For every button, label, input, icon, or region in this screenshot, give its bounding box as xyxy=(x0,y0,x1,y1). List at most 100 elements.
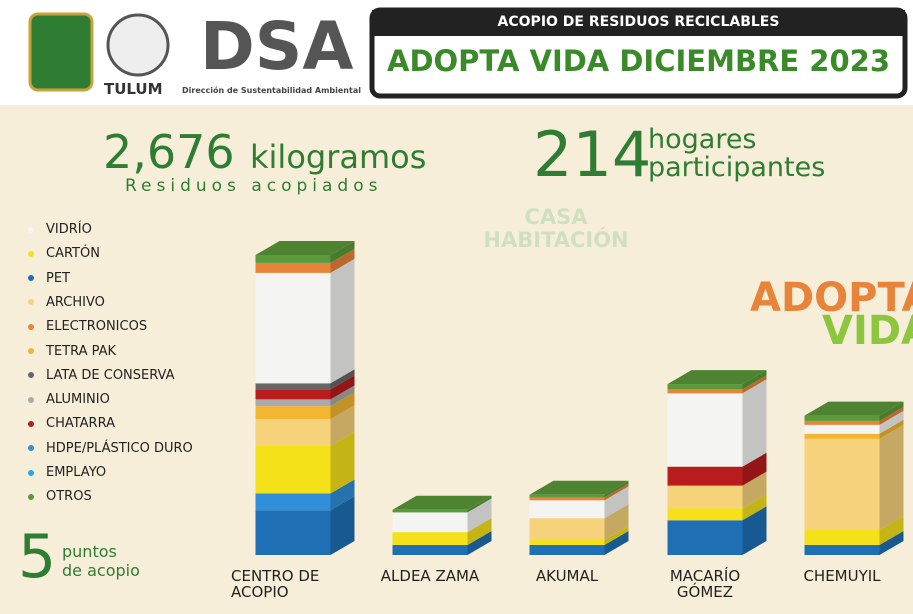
homes-line1: hogares xyxy=(648,124,757,155)
bar-segment xyxy=(529,486,629,519)
segment-front xyxy=(255,445,331,494)
legend-dot xyxy=(28,420,34,427)
segment-side xyxy=(604,480,629,498)
bar-segment xyxy=(667,370,767,390)
legend-item: CARTÓN xyxy=(28,246,100,261)
segment-side xyxy=(604,504,629,541)
segment-side xyxy=(742,471,767,509)
segment-side xyxy=(467,518,492,546)
bar-segment xyxy=(392,495,492,513)
segment-side xyxy=(467,498,492,533)
legend-item: PET xyxy=(28,271,70,286)
segment-side xyxy=(330,241,355,263)
bar-top xyxy=(529,480,629,495)
bar-top xyxy=(392,495,492,510)
legend-label: VIDRÍO xyxy=(46,222,92,237)
segment-side xyxy=(742,370,767,390)
segment-side xyxy=(330,479,355,511)
bar-segment xyxy=(804,424,904,531)
homes-value: 214 xyxy=(533,118,652,191)
category-label: CENTRO DE ACOPIO xyxy=(231,567,320,601)
tulum: TULUM xyxy=(104,80,163,98)
segment-front xyxy=(255,272,331,384)
bar-segment xyxy=(255,405,355,446)
bar-top xyxy=(255,241,355,255)
legend-item: CHATARRA xyxy=(28,416,115,431)
category-label: ALDEA ZAMA xyxy=(380,567,480,585)
bar-segment xyxy=(667,375,767,394)
segment-front xyxy=(804,545,880,555)
segment-front xyxy=(667,384,743,390)
bar-segment xyxy=(392,531,492,555)
bar-segment xyxy=(804,516,904,546)
segment-side xyxy=(330,496,355,555)
legend-item: ELECTRONICOS xyxy=(28,319,147,334)
legend-label: LATA DE CONSERVA xyxy=(46,367,175,383)
segment-side xyxy=(330,431,355,494)
bar-segment xyxy=(667,506,767,555)
bar-top xyxy=(804,401,904,416)
legend-label: ARCHIVO xyxy=(46,294,105,310)
segment-side xyxy=(879,516,904,546)
legend-dot xyxy=(28,396,34,403)
legend-label: OTROS xyxy=(46,489,92,505)
kg-unit: kilogramos xyxy=(250,138,427,176)
title: ADOPTA VIDA DICIEMBRE 2023 xyxy=(387,44,890,78)
bar-segment xyxy=(255,431,355,494)
kg-value: 2,676 xyxy=(103,125,235,179)
segment-front xyxy=(255,493,331,511)
segment-front xyxy=(255,262,331,273)
segment-front xyxy=(255,389,331,400)
title-band xyxy=(372,10,905,36)
bar-segment xyxy=(667,379,767,467)
kicker: ACOPIO DE RESIDUOS RECICLABLES xyxy=(497,14,780,30)
bar-top xyxy=(667,370,767,385)
segment-front xyxy=(529,497,605,501)
legend-label: ALUMINIO xyxy=(46,392,110,408)
points-value: 5 xyxy=(18,522,57,592)
segment-front xyxy=(255,419,331,446)
bar-segment xyxy=(255,248,355,273)
category-label: CHEMUYIL xyxy=(803,567,881,585)
segment-front xyxy=(255,406,331,420)
segment-front xyxy=(255,399,331,407)
legend-dot xyxy=(28,250,34,257)
legend-label: ELECTRONICOS xyxy=(46,319,148,335)
segment-front xyxy=(392,545,468,555)
bar-segment xyxy=(255,392,355,420)
segment-front xyxy=(392,512,468,533)
bar-segment xyxy=(255,479,355,511)
segment-front xyxy=(529,518,605,541)
brand-2: VIDA xyxy=(822,308,913,354)
header-shapes xyxy=(28,7,908,99)
legend-item: LATA DE CONSERVA xyxy=(28,368,175,383)
segment-side xyxy=(330,258,355,384)
bar-segment xyxy=(255,496,355,555)
segment-front xyxy=(804,530,880,546)
bar-segment xyxy=(392,518,492,546)
bar-segment xyxy=(529,480,629,498)
segment-front xyxy=(529,540,605,546)
seal xyxy=(106,13,170,77)
legend-item: TETRA PAK xyxy=(28,344,116,359)
legend-item: ALUMINIO xyxy=(28,392,110,407)
segment-side xyxy=(879,424,904,531)
legend-dot xyxy=(28,469,34,476)
category-label: AKUMAL xyxy=(535,567,599,585)
segment-front xyxy=(667,508,743,521)
segment-side xyxy=(604,531,629,555)
segment-side xyxy=(330,369,355,390)
segment-side xyxy=(604,483,629,501)
dsa-logo: DSA xyxy=(200,8,354,85)
segment-front xyxy=(255,255,331,263)
segment-side xyxy=(742,375,767,394)
kg-caption: Residuos acopiados xyxy=(125,176,383,196)
segment-side xyxy=(742,452,767,486)
segment-front xyxy=(804,438,880,531)
segment-front xyxy=(529,494,605,498)
legend-item: OTROS xyxy=(28,489,92,504)
segment-side xyxy=(467,531,492,555)
segment-front xyxy=(255,510,331,555)
segment-side xyxy=(879,410,904,434)
